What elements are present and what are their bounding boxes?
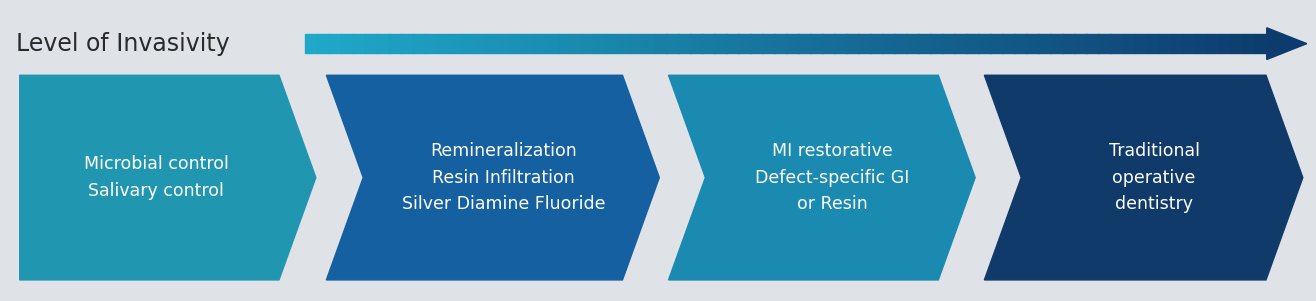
- Bar: [954, 34, 967, 53]
- Bar: [521, 34, 534, 53]
- Bar: [882, 34, 895, 53]
- Bar: [701, 34, 715, 53]
- Bar: [305, 34, 318, 53]
- Bar: [858, 34, 871, 53]
- Bar: [1099, 34, 1111, 53]
- Bar: [1062, 34, 1075, 53]
- Polygon shape: [984, 75, 1303, 280]
- Bar: [713, 34, 726, 53]
- Bar: [570, 34, 583, 53]
- Bar: [534, 34, 546, 53]
- Bar: [978, 34, 991, 53]
- Bar: [642, 34, 654, 53]
- Bar: [630, 34, 642, 53]
- Bar: [1074, 34, 1087, 53]
- Bar: [1183, 34, 1195, 53]
- Bar: [930, 34, 942, 53]
- Bar: [558, 34, 570, 53]
- Bar: [366, 34, 378, 53]
- Bar: [797, 34, 811, 53]
- Bar: [1111, 34, 1123, 53]
- Bar: [1050, 34, 1063, 53]
- Text: Remineralization
Resin Infiltration
Silver Diamine Fluoride: Remineralization Resin Infiltration Silv…: [401, 142, 605, 213]
- Bar: [317, 34, 330, 53]
- Bar: [1087, 34, 1099, 53]
- Bar: [750, 34, 763, 53]
- Bar: [425, 34, 438, 53]
- Bar: [341, 34, 354, 53]
- Bar: [1026, 34, 1040, 53]
- Bar: [1230, 34, 1244, 53]
- Bar: [666, 34, 679, 53]
- Text: MI restorative
Defect-specific GI
or Resin: MI restorative Defect-specific GI or Res…: [755, 142, 909, 213]
- Bar: [450, 34, 462, 53]
- Bar: [774, 34, 787, 53]
- Bar: [919, 34, 930, 53]
- Bar: [786, 34, 799, 53]
- Bar: [1146, 34, 1159, 53]
- Bar: [1134, 34, 1148, 53]
- Bar: [474, 34, 486, 53]
- Bar: [509, 34, 522, 53]
- Bar: [401, 34, 415, 53]
- Bar: [390, 34, 403, 53]
- Bar: [605, 34, 619, 53]
- Bar: [991, 34, 1003, 53]
- Bar: [762, 34, 775, 53]
- Bar: [834, 34, 846, 53]
- Bar: [617, 34, 630, 53]
- Bar: [1171, 34, 1183, 53]
- Bar: [846, 34, 859, 53]
- Bar: [329, 34, 342, 53]
- Bar: [678, 34, 691, 53]
- Bar: [437, 34, 450, 53]
- Bar: [546, 34, 558, 53]
- Bar: [1003, 34, 1015, 53]
- Bar: [894, 34, 907, 53]
- Bar: [582, 34, 595, 53]
- Bar: [811, 34, 822, 53]
- Bar: [354, 34, 366, 53]
- Bar: [594, 34, 607, 53]
- Bar: [1195, 34, 1207, 53]
- Polygon shape: [1267, 28, 1307, 60]
- Bar: [1219, 34, 1232, 53]
- Bar: [907, 34, 919, 53]
- Text: Level of Invasivity: Level of Invasivity: [16, 32, 229, 56]
- Bar: [870, 34, 883, 53]
- Bar: [690, 34, 703, 53]
- Bar: [966, 34, 979, 53]
- Bar: [1015, 34, 1026, 53]
- Polygon shape: [669, 75, 975, 280]
- Polygon shape: [20, 75, 316, 280]
- Bar: [497, 34, 511, 53]
- Bar: [1038, 34, 1051, 53]
- Bar: [486, 34, 499, 53]
- Bar: [1254, 34, 1267, 53]
- Bar: [1207, 34, 1220, 53]
- Bar: [738, 34, 750, 53]
- Bar: [413, 34, 426, 53]
- Text: Microbial control
Salivary control: Microbial control Salivary control: [83, 155, 229, 200]
- Bar: [942, 34, 955, 53]
- Bar: [378, 34, 390, 53]
- Text: Traditional
operative
dentistry: Traditional operative dentistry: [1108, 142, 1200, 213]
- Bar: [726, 34, 738, 53]
- Bar: [462, 34, 474, 53]
- Bar: [822, 34, 834, 53]
- Polygon shape: [326, 75, 659, 280]
- Bar: [1158, 34, 1171, 53]
- Bar: [1242, 34, 1255, 53]
- Bar: [1123, 34, 1136, 53]
- Bar: [654, 34, 666, 53]
